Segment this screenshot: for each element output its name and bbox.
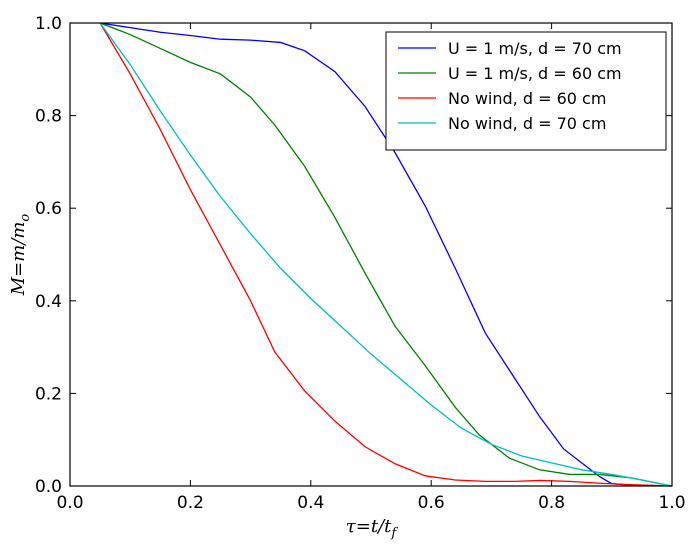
legend-box <box>385 31 667 151</box>
plot-frame <box>69 22 673 487</box>
x-tick-label: 0.8 <box>538 493 565 513</box>
ticks-layer: 0.0 0.2 0.4 0.6 0.8 1.0 0.0 0.2 0.4 0.6 0.8 1.0 <box>35 14 686 513</box>
y-tick-label: 0.4 <box>35 292 62 312</box>
legend-label-1: U = 1 m/s, d = 70 cm <box>448 39 622 58</box>
x-tick-label: 0.4 <box>297 493 324 513</box>
x-axis-label-subscript: f <box>390 526 398 541</box>
y-tick-label: 0.8 <box>35 107 62 127</box>
x-tick-label: 0.6 <box>418 493 445 513</box>
series-line-3 <box>99 22 673 487</box>
x-axis-label: τ=t/tf <box>346 516 399 541</box>
y-tick-label: 0.2 <box>35 384 62 404</box>
legend-label-4: No wind, d = 70 cm <box>448 114 606 133</box>
x-axis-label-main: τ=t/t <box>346 516 392 537</box>
legend-label-2: U = 1 m/s, d = 60 cm <box>448 64 622 83</box>
y-tick-label: 0.0 <box>35 477 62 497</box>
legend-label-3: No wind, d = 60 cm <box>448 89 606 108</box>
series-layer <box>99 22 673 487</box>
y-tick-label: 0.6 <box>35 199 62 219</box>
legend: U = 1 m/s, d = 70 cm U = 1 m/s, d = 60 cm… <box>385 31 667 151</box>
series-line-4 <box>99 22 673 487</box>
series-line-1 <box>100 22 673 487</box>
x-tick-label: 0.0 <box>56 493 83 513</box>
y-tick-label: 1.0 <box>35 14 62 34</box>
x-tick-label: 1.0 <box>658 493 685 513</box>
y-axis-label-main: M=m/m <box>8 222 29 297</box>
series-line-2 <box>99 22 673 487</box>
y-axis-label: M=m/mo <box>8 214 33 297</box>
y-axis-label-subscript: o <box>18 214 33 222</box>
x-tick-label: 0.2 <box>177 493 204 513</box>
